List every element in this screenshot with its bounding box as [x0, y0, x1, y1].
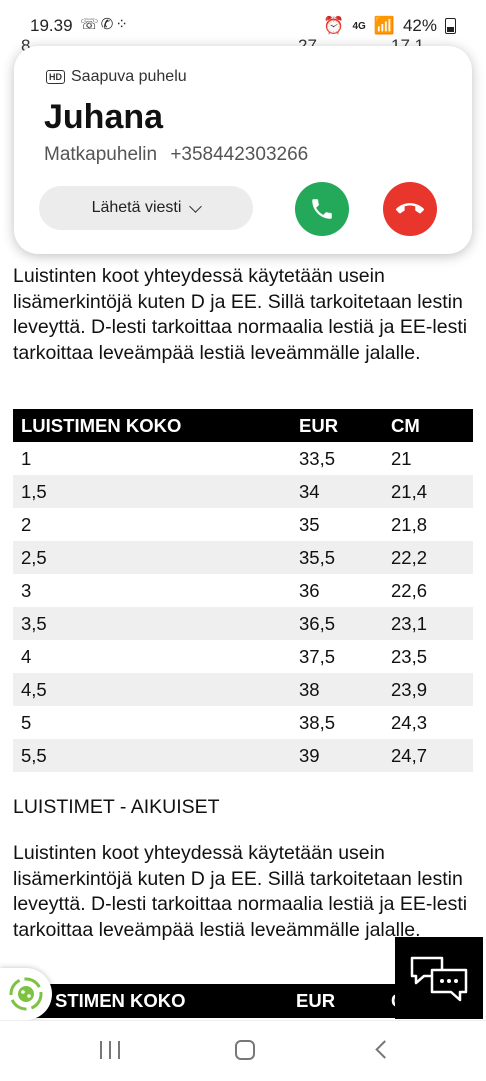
cookie-consent-icon: [9, 977, 43, 1011]
back-button[interactable]: [375, 1040, 394, 1059]
system-navigation-bar: [0, 1020, 486, 1081]
table-row: 4,5 38 23,9: [13, 673, 473, 706]
caller-name: Juhana: [44, 98, 164, 136]
cell-eur: 37,5: [299, 645, 336, 667]
cell-size: 2,5: [13, 541, 291, 574]
size-table: LUISTIMEN KOKO EUR CM 1 33,5 21 1,5 34 21,4 …: [13, 409, 473, 772]
header-size: LUISTIMEN KOKO: [13, 409, 291, 442]
table-header-row: LUISTIMEN KOKO EUR CM: [13, 409, 473, 442]
cell-cm: 23,9: [383, 673, 473, 706]
table-row: 1,5 34 21,4: [13, 475, 473, 508]
info-paragraph: Luistinten koot yhteydessä käytetään use…: [13, 842, 468, 941]
table-row: 3 36 22,6: [13, 574, 473, 607]
header-eur: EUR: [296, 990, 336, 1011]
cell-eur: 35,5: [291, 541, 383, 574]
answer-call-button[interactable]: [295, 182, 349, 236]
table-row: 2 35 21,8: [13, 508, 473, 541]
clock: 19.39: [30, 16, 73, 35]
cell-eur: 33,5: [299, 447, 336, 469]
cell-cm: 22,2: [383, 541, 473, 574]
caller-details: Matkapuhelin +358442303266: [44, 144, 308, 166]
cell-size: 3,5: [13, 607, 291, 640]
caller-type: Matkapuhelin: [44, 144, 158, 165]
cell-size: 1: [21, 447, 32, 469]
header-size: STIMEN KOKO: [55, 990, 186, 1011]
chat-bubbles-icon: [410, 956, 468, 1002]
table-row: 4 37,5 23,5: [13, 640, 473, 673]
cell-cm: 21: [391, 447, 412, 469]
caller-number: +358442303266: [170, 144, 309, 165]
section-heading: LUISTIMET - AIKUISET: [13, 796, 220, 818]
battery-icon: [445, 18, 456, 34]
cell-eur: 35: [299, 513, 320, 535]
phone-hangup-icon: [396, 203, 424, 214]
cell-eur: 38,5: [299, 711, 336, 733]
cell-cm: 24,7: [383, 739, 473, 772]
cell-size: 4,5: [13, 673, 291, 706]
cell-eur: 36: [299, 579, 320, 601]
chevron-down-icon: [189, 199, 203, 213]
chat-button[interactable]: [395, 937, 483, 1019]
table-row: 3,5 36,5 23,1: [13, 607, 473, 640]
cell-size: 5,5: [13, 739, 291, 772]
send-message-button[interactable]: Lähetä viesti: [39, 186, 253, 230]
cell-cm: 24,3: [391, 711, 428, 733]
cell-cm: 22,6: [391, 579, 428, 601]
table-row: 1 33,5 21: [13, 442, 473, 475]
send-message-label: Lähetä viesti: [91, 199, 182, 216]
status-bar: 19.39 ☏✆⁘ ⏰ 4G 📶 42%: [0, 0, 486, 46]
info-paragraph: Luistinten koot yhteydessä käytetään use…: [13, 265, 468, 364]
header-cm: CM: [383, 409, 473, 442]
cell-eur: 36,5: [291, 607, 383, 640]
cell-cm: 23,1: [383, 607, 473, 640]
table-row: 5,5 39 24,7: [13, 739, 473, 772]
table-row: 5 38,5 24,3: [13, 706, 473, 739]
web-page: 8 27 17,1 Luistinten koot yhteydessä käy…: [0, 36, 483, 1020]
cell-eur: 34: [291, 475, 383, 508]
cell-size: 2: [21, 513, 32, 535]
cell-cm: 23,5: [391, 645, 428, 667]
cell-size: 1,5: [13, 475, 291, 508]
cell-eur: 39: [291, 739, 383, 772]
hd-voice-icon: HD: [46, 70, 65, 84]
decline-call-button[interactable]: [383, 182, 437, 236]
cookie-settings-button[interactable]: [0, 968, 52, 1020]
battery-percent: 42%: [402, 16, 437, 35]
recent-apps-button[interactable]: [100, 1041, 120, 1059]
cell-cm: 21,4: [383, 475, 473, 508]
cell-size: 3: [21, 579, 32, 601]
incoming-call-notification[interactable]: HD Saapuva puhelu Juhana Matkapuhelin +3…: [14, 46, 472, 254]
table-row: 2,5 35,5 22,2: [13, 541, 473, 574]
cell-size: 4: [21, 645, 32, 667]
cell-size: 5: [21, 711, 32, 733]
notification-icons: ☏✆⁘: [80, 16, 130, 33]
cell-eur: 38: [291, 673, 383, 706]
header-eur: EUR: [291, 409, 383, 442]
phone-answer-icon: [312, 199, 332, 219]
home-button[interactable]: [235, 1040, 255, 1060]
signal-icon: 📶: [373, 16, 395, 35]
call-title: Saapuva puhelu: [71, 68, 187, 85]
cell-size: 8: [21, 36, 31, 55]
alarm-icon: ⏰: [323, 16, 345, 35]
cell-cm: 21,8: [391, 513, 428, 535]
network-type-icon: 4G: [352, 20, 366, 32]
